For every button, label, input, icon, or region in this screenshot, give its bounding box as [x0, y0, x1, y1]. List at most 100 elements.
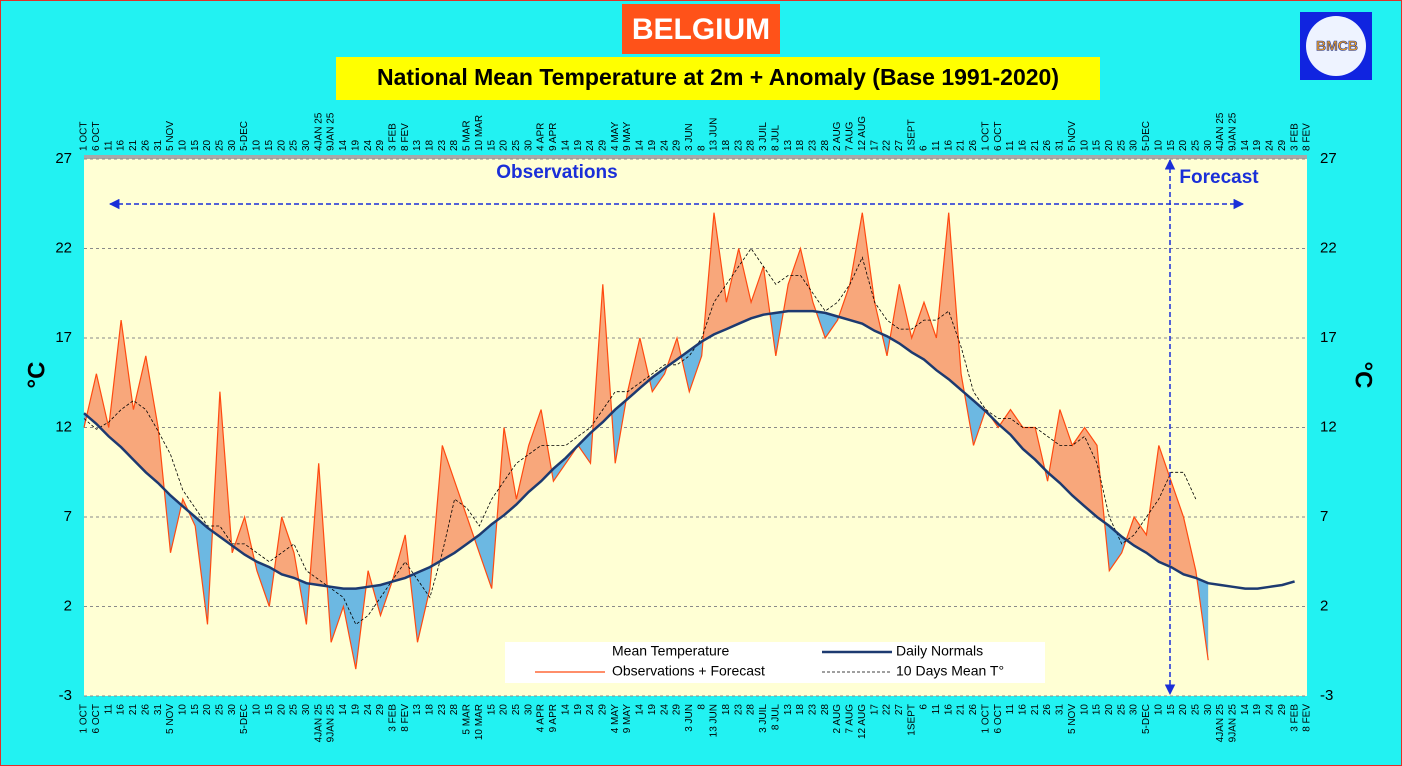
x-tick-label: 23 — [807, 704, 818, 716]
x-tick-label-top: 17 — [869, 139, 880, 151]
x-tick-label-top: 15 — [190, 139, 201, 151]
x-tick-label-top: 28 — [449, 139, 460, 151]
x-tick-label-top: 14 — [635, 139, 646, 151]
x-tick-label-top: 22 — [882, 139, 893, 151]
x-tick-label-top: 19 — [573, 139, 584, 151]
x-tick-label-top: 3 JUN — [684, 123, 695, 151]
x-tick-label-top: 31 — [153, 139, 164, 151]
x-tick-label: 31 — [153, 704, 164, 716]
x-tick-label: 4 MAY — [610, 704, 621, 734]
x-tick-label-top: 6 OCT — [993, 122, 1004, 151]
x-tick-label: 18 — [425, 704, 436, 716]
x-tick-label: 29 — [1277, 704, 1288, 716]
x-tick-label-top: 20 — [1104, 139, 1115, 151]
x-tick-label: 25 — [289, 704, 300, 716]
x-tick-label: 30 — [301, 704, 312, 716]
x-tick-label-top: 9JAN 25 — [1228, 112, 1239, 151]
x-tick-label: 19 — [573, 704, 584, 716]
x-tick-label: 16 — [1018, 704, 1029, 716]
y-axis-title: °C — [23, 362, 50, 389]
x-tick-label-top: 15 — [486, 139, 497, 151]
x-tick-label: 23 — [733, 704, 744, 716]
x-tick-label-top: 5-DEC — [239, 121, 250, 151]
x-tick-label-top: 4 MAY — [610, 121, 621, 151]
x-tick-label: 4 APR — [536, 704, 547, 732]
y-tick-label: 7 — [64, 508, 72, 525]
x-tick-label: 12 AUG — [857, 704, 868, 739]
x-tick-label-top: 12 AUG — [857, 116, 868, 151]
x-tick-label: 31 — [1055, 704, 1066, 716]
x-tick-label-top: 24 — [659, 139, 670, 151]
x-tick-label: 18 — [795, 704, 806, 716]
x-tick-label-top: 5 MAR — [462, 120, 473, 151]
x-tick-label: 11 — [931, 704, 942, 715]
x-tick-label: 11 — [103, 704, 114, 715]
x-tick-label: 19 — [350, 704, 361, 716]
x-tick-label-top: 8 JUL — [770, 124, 781, 151]
x-tick-label: 11 — [1005, 704, 1016, 715]
x-tick-label: 3 JUN — [684, 704, 695, 732]
x-tick-label-top: 6 — [919, 145, 930, 151]
x-tick-label: 30 — [227, 704, 238, 716]
x-tick-label: 30 — [523, 704, 534, 716]
y2-tick-label: -3 — [1320, 687, 1333, 704]
x-tick-label-top: 15 — [1092, 139, 1103, 151]
y2-tick-label: 27 — [1320, 150, 1337, 167]
x-tick-label: 26 — [968, 704, 979, 716]
marks — [83, 212, 1295, 670]
legend: Mean Temperature Daily Normals Observation… — [535, 643, 1004, 679]
observations-label: Observations — [496, 162, 617, 183]
legend-box — [505, 642, 1045, 683]
y2-tick-label: 22 — [1320, 239, 1337, 256]
x-tick-label-top: 11 — [931, 140, 942, 151]
x-tick-label-top: 9 MAY — [622, 121, 633, 151]
x-tick-label-top: 10 — [252, 139, 263, 151]
x-tick-label-top: 13 JUN — [709, 118, 720, 151]
y2-tick-label: 2 — [1320, 597, 1328, 614]
x-tick-label: 13 — [412, 704, 423, 716]
logo: BMCB — [1300, 12, 1372, 80]
x-tick-label: 28 — [449, 704, 460, 716]
x-tick-label-top: 8 FEV — [400, 123, 411, 151]
x-tick-label: 15 — [1166, 704, 1177, 716]
x-tick-label-top: 26 — [968, 139, 979, 151]
y-tick-label: 12 — [55, 418, 72, 435]
x-tick-label-top: 28 — [820, 139, 831, 151]
x-tick-label: 10 — [1153, 704, 1164, 716]
y2-tick-label: 17 — [1320, 329, 1337, 346]
x-tick-label-top: 11 — [1005, 140, 1016, 151]
chart-title: BELGIUM — [632, 13, 770, 46]
x-tick-label-top: 21 — [1030, 139, 1041, 151]
x-tick-label-top: 15 — [264, 139, 275, 151]
x-tick-label: 20 — [499, 704, 510, 716]
x-tick-label: 6 OCT — [993, 704, 1004, 733]
logo-text: BMCB — [1316, 38, 1358, 54]
x-tick-label: 8 FEV — [400, 704, 411, 732]
x-tick-label-top: 30 — [1203, 139, 1214, 151]
x-tick-label: 16 — [116, 704, 127, 716]
x-tick-label-top: 27 — [894, 139, 905, 151]
x-tick-label: 10 MAR — [474, 704, 485, 740]
x-tick-label-top: 14 — [560, 139, 571, 151]
x-tick-label-top: 25 — [215, 139, 226, 151]
y-tick-label: 27 — [55, 150, 72, 167]
x-tick-label-top: 20 — [1178, 139, 1189, 151]
x-tick-label: 1 OCT — [79, 704, 90, 733]
x-tick-label: 3 JUIL — [758, 704, 769, 733]
observations-line — [83, 212, 1209, 670]
x-tick-label: 24 — [1265, 704, 1276, 716]
x-tick-label-top: 18 — [795, 139, 806, 151]
x-tick-label-top: 19 — [350, 139, 361, 151]
x-tick-label-top: 26 — [140, 139, 151, 151]
x-tick-label-top: 14 — [338, 139, 349, 151]
x-tick-label-top: 23 — [807, 139, 818, 151]
y2-axis-title: °C — [1350, 362, 1377, 389]
x-tick-label: 8 — [696, 704, 707, 710]
x-tick-label: 25 — [215, 704, 226, 716]
x-tick-label: 20 — [276, 704, 287, 716]
x-tick-label-top: 30 — [227, 139, 238, 151]
x-tick-label-top: 19 — [647, 139, 658, 151]
x-tick-label: 6 OCT — [91, 704, 102, 733]
x-tick-label-top: 25 — [1116, 139, 1127, 151]
